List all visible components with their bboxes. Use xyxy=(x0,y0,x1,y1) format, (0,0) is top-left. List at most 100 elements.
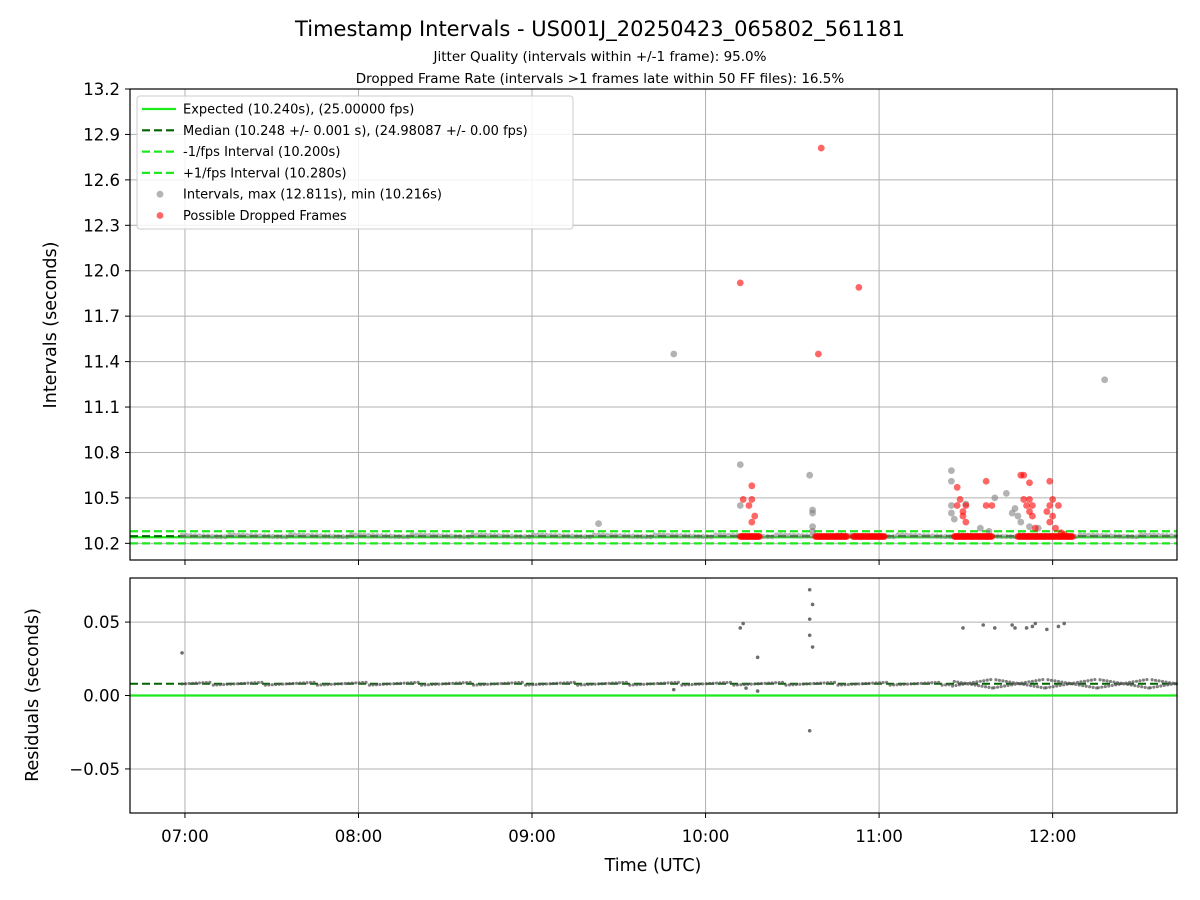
residual-point xyxy=(544,682,549,686)
residual-point xyxy=(853,682,857,686)
residual-point xyxy=(1045,627,1049,632)
residual-point xyxy=(826,681,830,685)
dropped-frame-point xyxy=(1028,502,1036,509)
dropped-frame-point xyxy=(736,279,744,287)
interval-point xyxy=(491,533,498,539)
interval-point xyxy=(287,532,294,538)
interval-point xyxy=(409,532,415,538)
residual-point xyxy=(701,682,705,686)
interval-point xyxy=(322,533,328,539)
residual-point xyxy=(1003,684,1007,688)
residual-point xyxy=(180,651,184,655)
interval-point xyxy=(539,532,545,538)
residual-point xyxy=(333,682,337,686)
residual-point xyxy=(312,680,316,684)
residual-point xyxy=(1101,678,1106,682)
residual-point xyxy=(1138,679,1142,683)
residual-point xyxy=(1058,683,1062,688)
residual-point xyxy=(987,685,991,689)
interval-point xyxy=(582,533,589,540)
residual-point xyxy=(961,626,965,630)
interval-point xyxy=(809,527,816,535)
residual-point xyxy=(1145,677,1149,682)
interval-point xyxy=(465,534,471,540)
residual-point xyxy=(950,684,955,688)
residual-point xyxy=(437,682,441,686)
interval-point xyxy=(422,532,428,538)
legend-label: Possible Dropped Frames xyxy=(183,209,347,224)
interval-point xyxy=(899,532,905,538)
interval-point xyxy=(374,533,380,539)
interval-point xyxy=(639,533,645,540)
x-tick-label: 12:00 xyxy=(1029,827,1077,846)
residual-point xyxy=(1096,686,1100,690)
interval-point xyxy=(925,533,931,539)
y-tick-label: 11.7 xyxy=(83,307,120,326)
y-tick-label: 0.00 xyxy=(83,687,120,706)
x-tick-label: 11:00 xyxy=(855,827,903,846)
interval-point xyxy=(214,533,220,540)
interval-point xyxy=(678,533,684,539)
residual-point xyxy=(551,681,556,686)
interval-point xyxy=(183,532,189,539)
residual-point xyxy=(1051,684,1055,689)
interval-point xyxy=(292,532,298,538)
residual-point xyxy=(784,683,788,687)
interval-point xyxy=(730,532,736,539)
interval-point xyxy=(470,532,476,538)
residual-point xyxy=(527,683,531,687)
residual-point xyxy=(503,681,507,685)
interval-point xyxy=(1155,532,1161,539)
residual-point xyxy=(409,681,413,685)
interval-point xyxy=(1002,489,1010,497)
residual-point xyxy=(1056,679,1061,684)
residual-point xyxy=(242,681,247,685)
residual-point xyxy=(284,682,288,686)
residual-point xyxy=(204,680,208,685)
residual-point xyxy=(1008,680,1012,684)
residual-point xyxy=(1041,677,1045,682)
residual-point xyxy=(371,683,375,687)
residual-point xyxy=(923,681,927,685)
residual-point xyxy=(288,682,292,686)
y-tick-label: 10.2 xyxy=(83,534,120,553)
interval-point xyxy=(1125,533,1131,540)
interval-point xyxy=(595,520,602,528)
residual-point xyxy=(235,682,240,686)
residual-point xyxy=(940,683,944,687)
interval-point xyxy=(665,532,671,538)
interval-point xyxy=(1116,533,1122,539)
dropped-frame-point xyxy=(843,533,851,540)
interval-point xyxy=(352,532,359,538)
interval-point xyxy=(1077,532,1083,538)
interval-point xyxy=(604,532,610,538)
dropped-frame-point xyxy=(962,502,970,509)
residual-point xyxy=(749,682,753,686)
residual-point xyxy=(767,681,771,685)
residual-point xyxy=(742,682,746,687)
dropped-frame-point xyxy=(1020,496,1028,503)
dropped-frame-point xyxy=(953,483,961,491)
residual-point xyxy=(1001,679,1005,683)
interval-point xyxy=(1011,505,1019,512)
residual-point xyxy=(794,682,798,687)
interval-point xyxy=(652,532,658,538)
residual-point xyxy=(909,682,913,686)
dropped-frame-point xyxy=(959,512,967,520)
residual-point xyxy=(222,682,226,687)
residual-point xyxy=(624,680,628,684)
y-tick-label: 12.9 xyxy=(83,125,120,144)
dropped-frame-point xyxy=(751,512,759,520)
residual-point xyxy=(576,683,580,687)
residual-point xyxy=(683,683,687,687)
residual-point xyxy=(756,682,760,686)
interval-point xyxy=(244,532,250,539)
residual-point xyxy=(652,682,656,686)
dropped-frame-point xyxy=(982,477,990,485)
residual-point xyxy=(739,683,743,687)
interval-point xyxy=(435,533,441,539)
residual-point xyxy=(364,680,368,684)
interval-point xyxy=(1026,523,1033,531)
dropped-frame-point xyxy=(1069,533,1076,540)
residual-point xyxy=(569,680,573,685)
